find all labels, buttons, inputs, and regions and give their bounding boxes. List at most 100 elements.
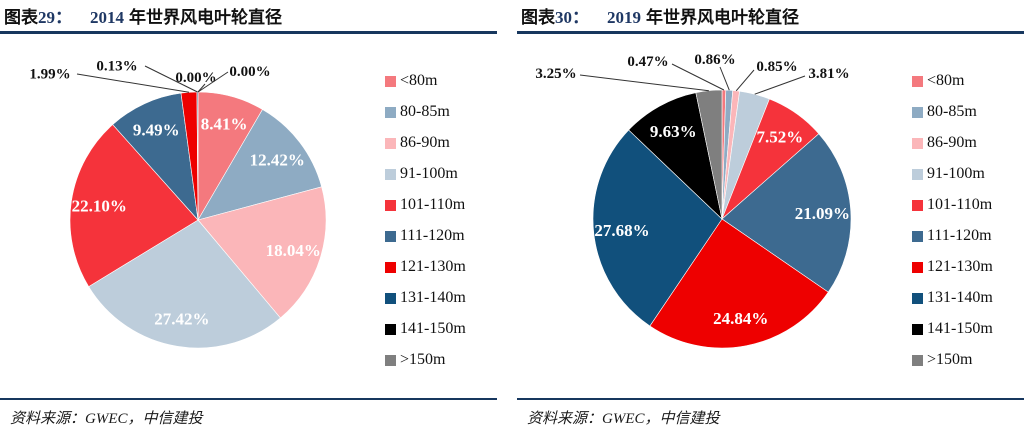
pie-data-label: 24.84%: [713, 309, 768, 328]
legend-marker: [912, 168, 923, 180]
figure-number: 30：: [555, 8, 589, 27]
pie-data-label: 8.41%: [201, 115, 248, 134]
legend-item: 86-90m: [912, 128, 993, 159]
legend-2019: <80m 80-85m 86-90m 91-100m 101-110m 111-120m 1…: [912, 66, 993, 376]
pie-data-label: 9.49%: [133, 120, 180, 139]
pie-data-label: 0.00%: [229, 64, 270, 80]
pie-chart-2019: 0.47% 0.86% 0.85% 3.81% 7.52% 21.09% 24.84% 27.…: [517, 34, 1024, 396]
legend-item: >150m: [385, 345, 466, 376]
legend-label: >150m: [927, 351, 973, 368]
pie-data-label: 22.10%: [72, 196, 127, 215]
legend-item: 131-140m: [385, 283, 466, 314]
legend-marker: [385, 354, 396, 366]
legend-item: 101-110m: [385, 190, 466, 221]
legend-item: 111-120m: [385, 221, 466, 252]
pie-svg-2014: 8.41%12.42% 18.04% 27.42% 22.10% 9.49% 1.99% 0…: [29, 59, 327, 349]
legend-marker: [385, 199, 396, 211]
legend-label: 121-130m: [927, 258, 993, 275]
pie-data-label: 27.42%: [154, 310, 209, 329]
pie-data-label: 0.13%: [96, 59, 137, 75]
legend-marker: [385, 168, 396, 180]
legend-marker: [385, 261, 396, 273]
legend-2014: <80m 80-85m 86-90m 91-100m 101-110m 111-120m 1…: [385, 66, 466, 376]
legend-label: >150m: [400, 351, 446, 368]
figure-2014-rotor-diameter: 图表 29： 2014 年世界风电叶轮直径 8.41% 12.42% 18.04% 27.4…: [0, 0, 497, 431]
legend-marker: [912, 323, 923, 335]
pie-data-label: 18.04%: [266, 241, 321, 260]
leader-line: [735, 69, 755, 92]
legend-item: 141-150m: [912, 314, 993, 345]
legend-label: 86-90m: [927, 134, 977, 151]
legend-marker: [385, 137, 396, 149]
legend-label: 101-110m: [400, 196, 466, 213]
legend-item: 141-150m: [385, 314, 466, 345]
pie-data-label: 0.47%: [627, 54, 668, 70]
pie-slice: [197, 186, 327, 319]
pie-data-label: 12.42%: [250, 150, 305, 169]
footer-divider: [0, 398, 497, 400]
pie-slice: [112, 92, 199, 221]
legend-item: 86-90m: [385, 128, 466, 159]
legend-item: >150m: [912, 345, 993, 376]
leader-line: [76, 73, 190, 93]
pie-data-label: 0.86%: [694, 52, 735, 68]
pie-chart-2014: 8.41% 12.42% 18.04% 27.42% 22.10% 9.49% 1.99% 0…: [0, 34, 497, 396]
pie-data-label: 3.25%: [535, 66, 576, 82]
legend-label: 91-100m: [927, 165, 985, 182]
pie-slice: [649, 218, 829, 349]
legend-marker: [385, 75, 396, 87]
title-divider: [0, 31, 497, 34]
figure-number: 29：: [38, 8, 72, 27]
legend-marker: [912, 137, 923, 149]
pie-slice: [69, 124, 199, 288]
legend-item: 121-130m: [385, 252, 466, 283]
legend-label: 121-130m: [400, 258, 466, 275]
pie-data-label: 0.85%: [756, 59, 797, 75]
legend-marker: [385, 106, 396, 118]
legend-label: 111-120m: [400, 227, 465, 244]
pie-slice: [592, 129, 723, 327]
leader-line: [719, 66, 730, 91]
legend-label: 141-150m: [927, 320, 993, 337]
legend-label: 86-90m: [400, 134, 450, 151]
legend-marker: [912, 199, 923, 211]
legend-marker: [912, 75, 923, 87]
legend-marker: [912, 292, 923, 304]
legend-marker: [385, 323, 396, 335]
legend-item: 80-85m: [385, 97, 466, 128]
legend-item: 111-120m: [912, 221, 993, 252]
pie-data-label: 9.63%: [650, 122, 697, 141]
figure-year: 2014: [90, 8, 124, 27]
pie-data-label: 0.00%: [175, 70, 216, 86]
legend-label: 91-100m: [400, 165, 458, 182]
source-note: 资料来源：GWEC，中信建投: [10, 411, 203, 427]
figure-title-text: 年世界风电叶轮直径: [646, 8, 799, 27]
pie-slice: [721, 133, 852, 293]
legend-marker: [385, 292, 396, 304]
legend-label: 141-150m: [400, 320, 466, 337]
legend-label: <80m: [927, 72, 965, 89]
legend-label: 80-85m: [400, 103, 450, 120]
figure-title: 图表 29： 2014 年世界风电叶轮直径: [0, 0, 497, 30]
legend-item: 80-85m: [912, 97, 993, 128]
legend-label: 80-85m: [927, 103, 977, 120]
legend-marker: [385, 230, 396, 242]
legend-marker: [912, 261, 923, 273]
legend-label: 131-140m: [400, 289, 466, 306]
legend-marker: [912, 230, 923, 242]
leader-line: [197, 71, 229, 93]
legend-item: 91-100m: [385, 159, 466, 190]
pie-data-label: 3.81%: [808, 66, 849, 82]
pie-data-label: 1.99%: [29, 67, 70, 83]
leader-line: [671, 63, 725, 91]
figure-label: 图表: [521, 8, 555, 27]
pie-slice: [628, 92, 723, 220]
pie-slice: [88, 219, 281, 349]
legend-label: 131-140m: [927, 289, 993, 306]
figure-title: 图表 30： 2019 年世界风电叶轮直径: [517, 0, 1024, 30]
legend-item: 101-110m: [912, 190, 993, 221]
legend-item: <80m: [912, 66, 993, 97]
pie-data-label: 21.09%: [795, 204, 850, 223]
legend-item: <80m: [385, 66, 466, 97]
legend-item: 131-140m: [912, 283, 993, 314]
